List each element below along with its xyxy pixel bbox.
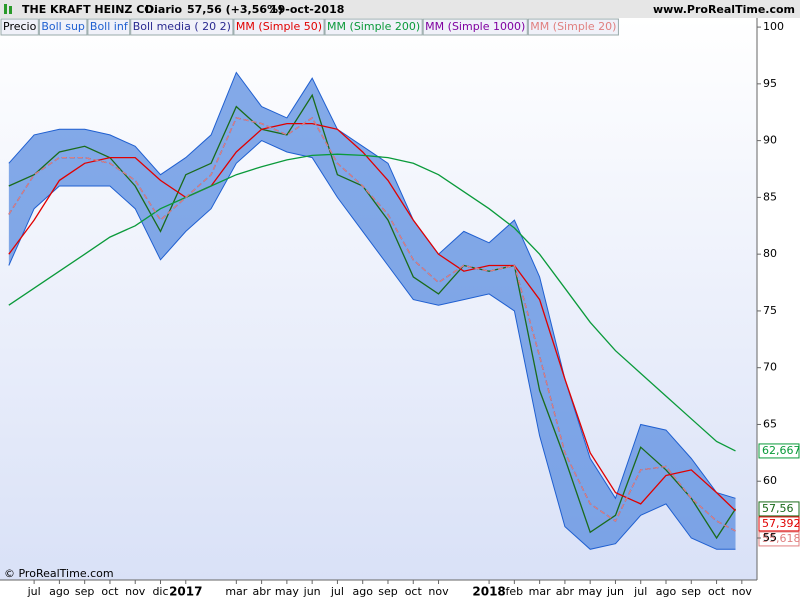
y-tick-label: 95	[763, 77, 777, 90]
x-tick-label: may	[578, 585, 602, 598]
legend-entry: Boll media ( 20 2)	[133, 20, 231, 33]
y-tick-label: 75	[763, 304, 777, 317]
legend-box	[0, 18, 39, 36]
legend-box	[87, 18, 131, 36]
series-line	[8, 93, 737, 540]
period: Diario	[145, 3, 183, 16]
legend-entry: Boll sup	[41, 20, 85, 33]
value-tag	[758, 443, 800, 459]
legend-box	[422, 18, 528, 36]
series-line	[8, 140, 736, 550]
x-tick-label: jun	[606, 585, 624, 598]
x-tick-label: dic	[152, 585, 168, 598]
value-tag-label: 57,392	[762, 517, 800, 530]
x-tick-label: oct	[405, 585, 423, 598]
series-line	[8, 71, 736, 500]
legend-box	[130, 18, 234, 36]
series-line	[8, 122, 736, 512]
x-tick-label: jul	[27, 585, 41, 598]
icon	[9, 6, 12, 14]
x-tick-label: jun	[303, 585, 321, 598]
x-tick-label: ago	[352, 585, 373, 598]
x-tick-label: feb	[506, 585, 524, 598]
value-tag-label: 55,618	[762, 532, 800, 545]
x-tick-label: may	[275, 585, 299, 598]
x-tick-label: sep	[378, 585, 397, 598]
value-tag-label: 57,56	[762, 502, 794, 515]
y-tick-label: 70	[763, 361, 777, 374]
x-tick-label: mar	[529, 585, 551, 598]
legend-box	[527, 18, 619, 36]
source: www.ProRealTime.com	[653, 3, 795, 16]
legend-entry: MM (Simple 1000)	[425, 20, 525, 33]
legend-box	[324, 18, 423, 36]
legend-box	[233, 18, 325, 36]
header-bar	[0, 0, 800, 18]
value-tag	[758, 531, 800, 547]
x-tick-label: abr	[556, 585, 575, 598]
legend-entry: MM (Simple 50)	[236, 20, 322, 33]
x-tick-label: jul	[633, 585, 647, 598]
x-tick-label: mar	[225, 585, 247, 598]
series-line	[8, 116, 736, 532]
legend-box	[38, 18, 88, 36]
quote: 57,56 (+3,56%)	[187, 3, 283, 16]
chart-title: THE KRAFT HEINZ CO.	[22, 3, 158, 16]
y-tick-label: 65	[763, 417, 777, 430]
x-tick-label: nov	[428, 585, 449, 598]
legend-entry: MM (Simple 20)	[530, 20, 616, 33]
legend-entry: Boll inf	[90, 20, 129, 33]
x-tick-label: 2018	[472, 585, 505, 599]
x-tick-label: ago	[656, 585, 677, 598]
y-tick-label: 90	[763, 134, 777, 147]
value-tag-label: 62,667	[762, 444, 800, 457]
y-tick-label: 85	[763, 190, 777, 203]
y-tick-label: 100	[763, 20, 784, 33]
y-tick-label: 60	[763, 474, 777, 487]
x-tick-label: oct	[101, 585, 119, 598]
legend-entry: Precio	[3, 20, 37, 33]
x-tick-label: nov	[732, 585, 753, 598]
series-line	[8, 153, 736, 452]
y-tick-label: 80	[763, 247, 777, 260]
x-tick-label: abr	[252, 585, 271, 598]
x-tick-label: oct	[708, 585, 726, 598]
x-tick-label: sep	[682, 585, 701, 598]
y-tick-label: 55	[763, 531, 777, 544]
value-tag	[758, 501, 800, 517]
copyright: © ProRealTime.com	[4, 567, 114, 580]
value-tag	[758, 516, 800, 532]
x-tick-label: 2017	[169, 585, 202, 599]
icon	[4, 4, 7, 14]
date: 19-oct-2018	[270, 3, 344, 16]
x-tick-label: jul	[330, 585, 344, 598]
x-tick-label: sep	[75, 585, 94, 598]
legend-entry: MM (Simple 200)	[327, 20, 420, 33]
x-tick-label: nov	[125, 585, 146, 598]
x-tick-label: ago	[49, 585, 70, 598]
